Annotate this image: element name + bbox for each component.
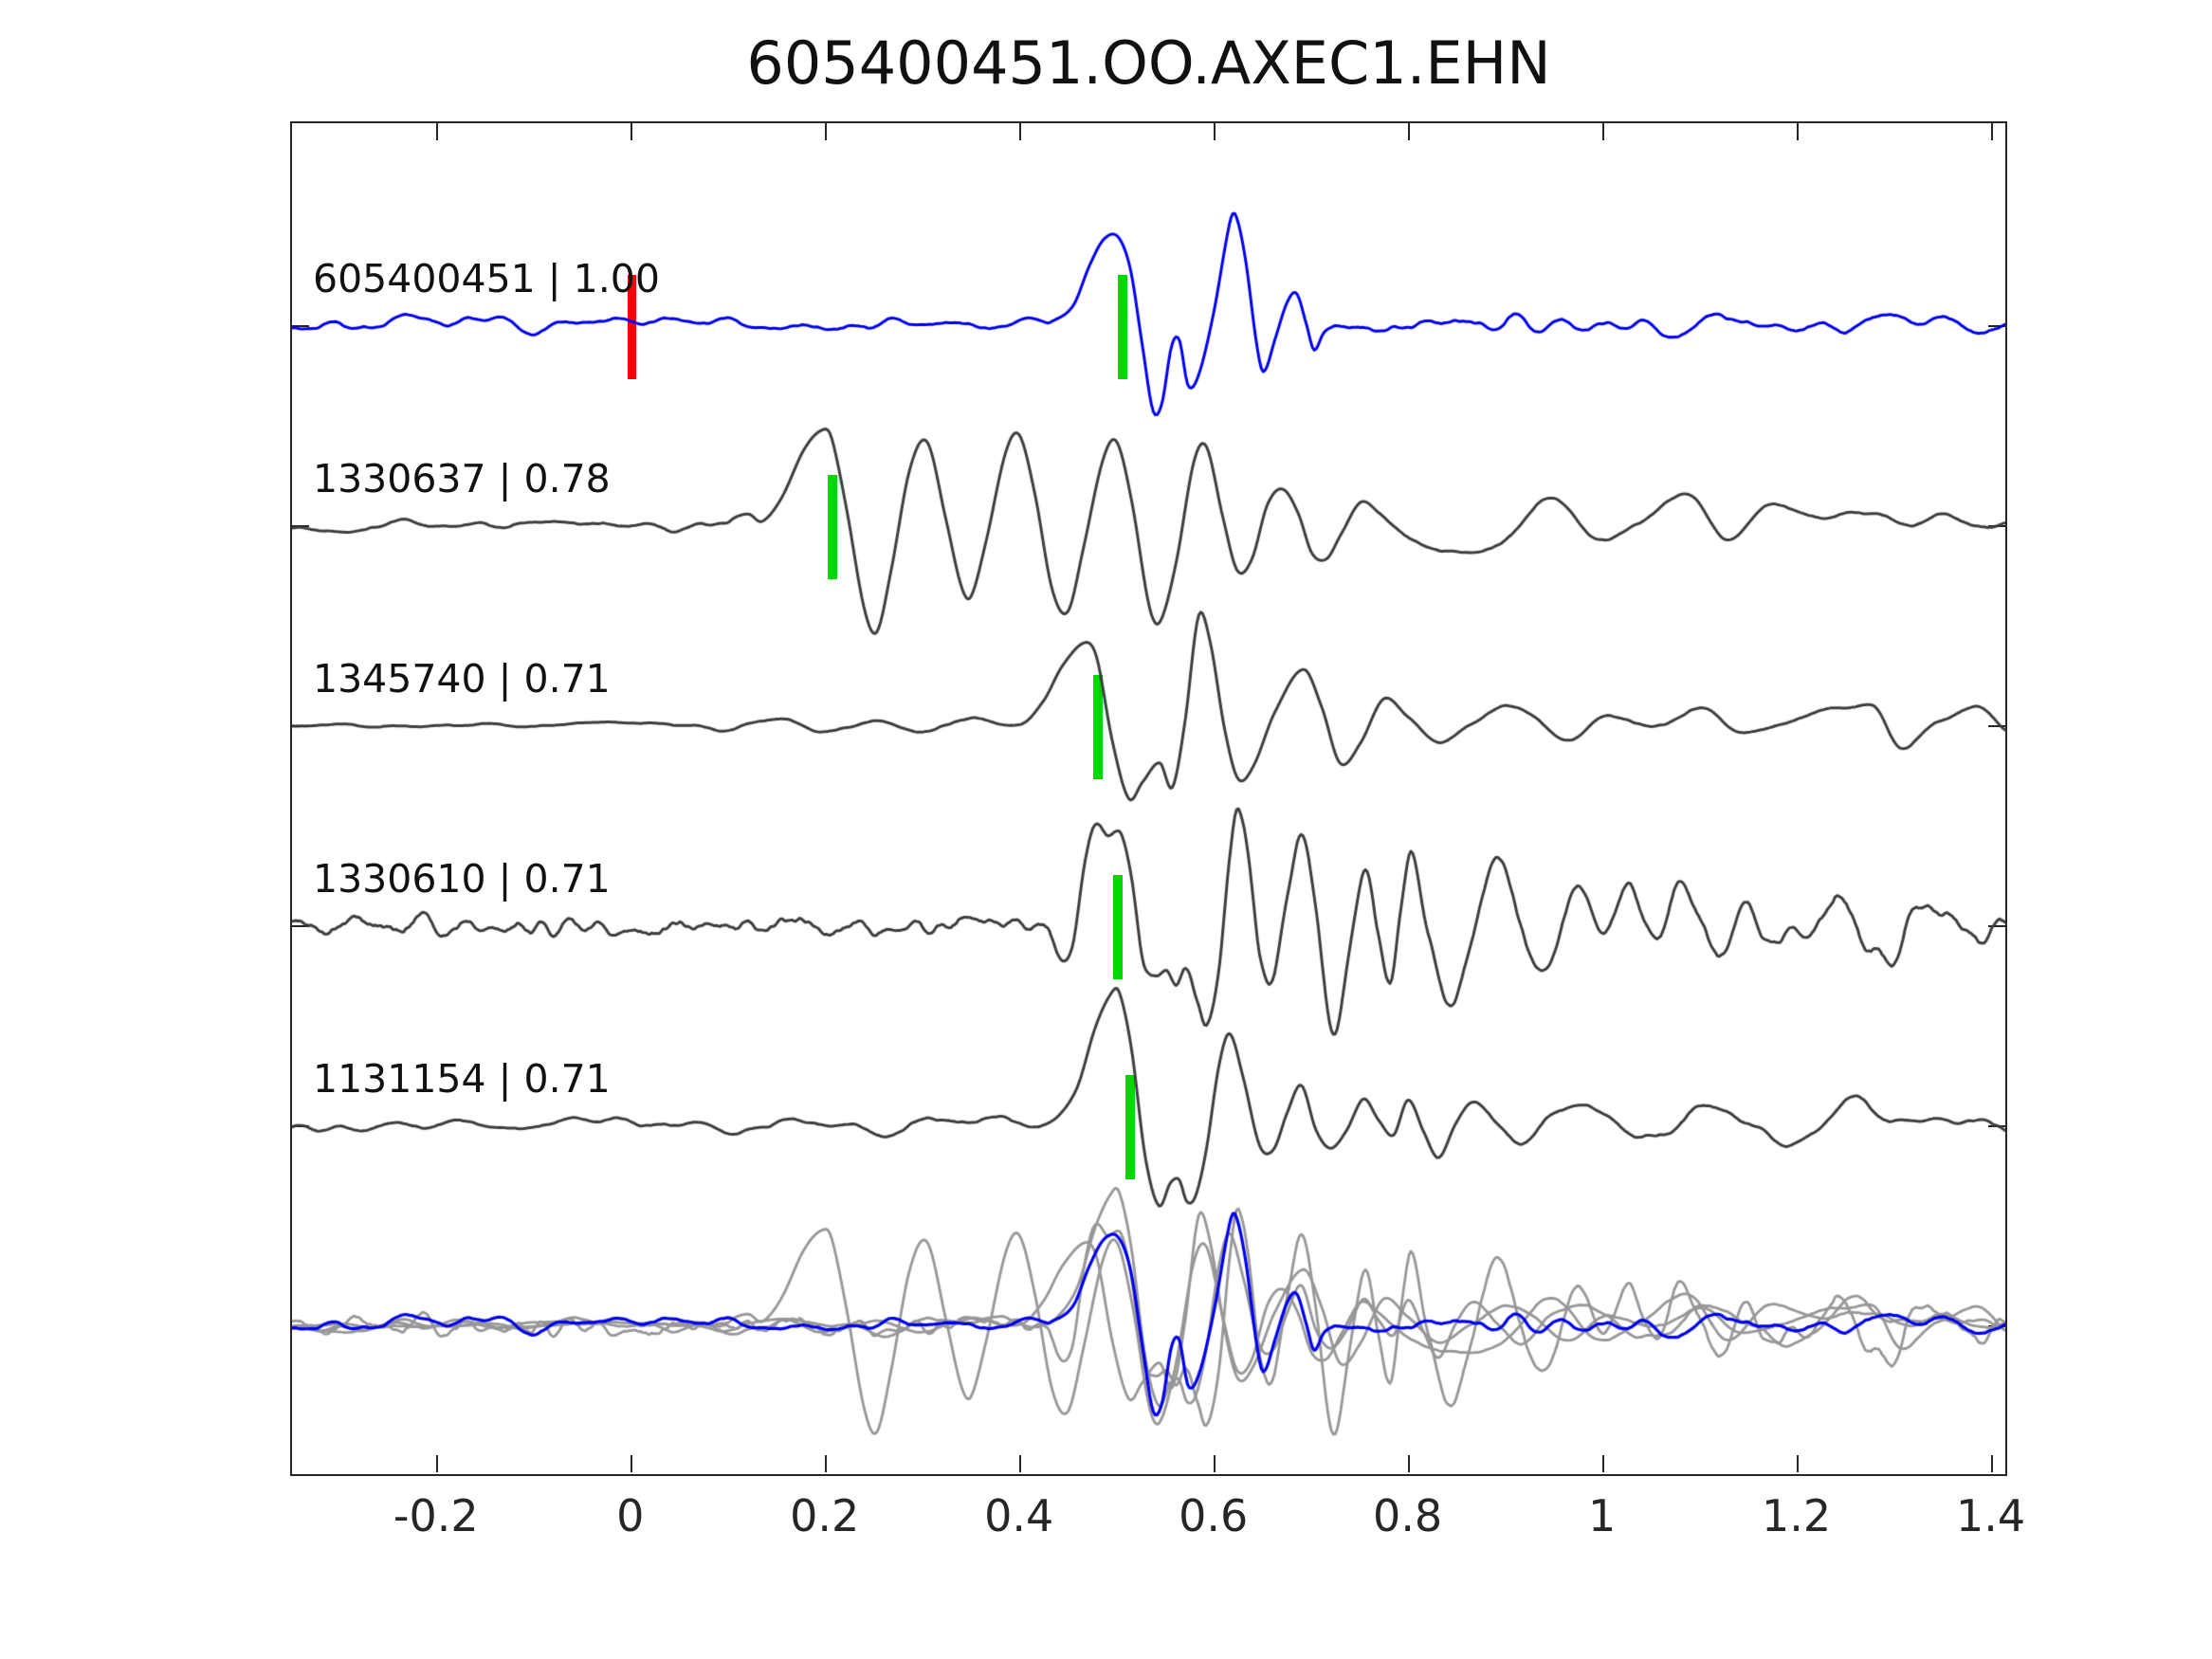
trace-label-1330610: 1330610 | 0.71 (313, 856, 611, 902)
y-tick-right (1988, 325, 2005, 327)
x-tick-bottom (1019, 1455, 1021, 1472)
y-tick-right (1988, 1125, 2005, 1127)
x-tick-bottom (1797, 1455, 1799, 1472)
detection-pick-marker (1092, 675, 1103, 779)
detection-pick-marker (827, 475, 837, 579)
x-tick-label: 0 (616, 1490, 645, 1541)
x-tick-top (1019, 123, 1021, 140)
x-tick-top (631, 123, 632, 140)
x-tick-top (1602, 123, 1604, 140)
x-tick-bottom (825, 1455, 827, 1472)
x-tick-top (1408, 123, 1410, 140)
x-tick-bottom (1408, 1455, 1410, 1472)
x-tick-top (1797, 123, 1799, 140)
trace-label-605400451: 605400451 | 1.00 (313, 256, 660, 301)
x-tick-label: 1.4 (1955, 1490, 2026, 1541)
y-tick-right (1988, 1325, 2005, 1327)
x-tick-label: 0.2 (790, 1490, 860, 1541)
waveform-canvas (292, 123, 2005, 1474)
trace-label-1131154: 1131154 | 0.71 (313, 1056, 611, 1102)
y-tick-left (292, 325, 309, 327)
detection-pick-marker (1118, 275, 1128, 379)
x-tick-top (1214, 123, 1216, 140)
y-tick-left (292, 525, 309, 527)
y-tick-left (292, 925, 309, 927)
x-tick-top (436, 123, 438, 140)
trace-label-1345740: 1345740 | 0.71 (313, 656, 611, 702)
y-tick-left (292, 1125, 309, 1127)
x-tick-label: 1.2 (1762, 1490, 1832, 1541)
x-tick-bottom (1214, 1455, 1216, 1472)
x-tick-label: 0.6 (1179, 1490, 1249, 1541)
detection-pick-marker (1125, 1075, 1136, 1179)
plot-area: 605400451 | 1.00 1330637 | 0.78 1345740 | … (290, 121, 2007, 1476)
x-tick-label: 1 (1587, 1490, 1617, 1541)
x-tick-bottom (436, 1455, 438, 1472)
trace-label-1330637: 1330637 | 0.78 (313, 456, 611, 501)
x-tick-bottom (1991, 1455, 1993, 1472)
x-tick-bottom (631, 1455, 632, 1472)
x-tick-bottom (1602, 1455, 1604, 1472)
x-tick-label: -0.2 (393, 1490, 479, 1541)
y-tick-left (292, 725, 309, 727)
x-tick-label: 0.4 (984, 1490, 1054, 1541)
y-tick-right (1988, 725, 2005, 727)
x-tick-top (825, 123, 827, 140)
y-tick-left (292, 1325, 309, 1327)
x-tick-top (1991, 123, 1993, 140)
y-tick-right (1988, 525, 2005, 527)
x-tick-label: 0.8 (1373, 1490, 1443, 1541)
detection-pick-marker (1113, 875, 1124, 979)
y-tick-right (1988, 925, 2005, 927)
chart-title: 605400451.OO.AXEC1.EHN (746, 28, 1551, 98)
